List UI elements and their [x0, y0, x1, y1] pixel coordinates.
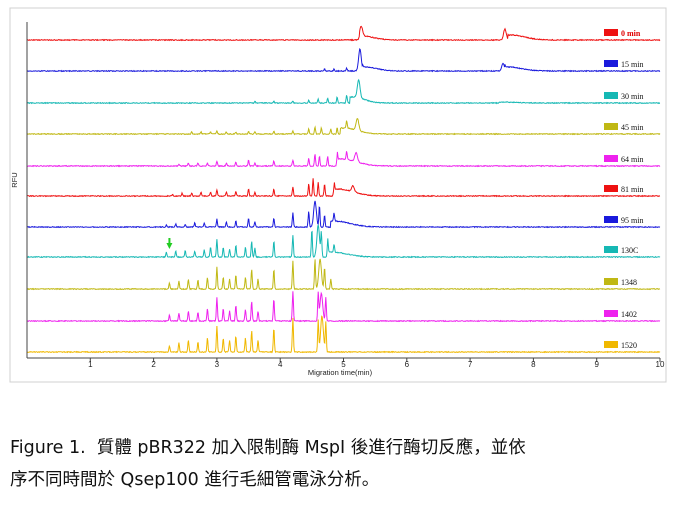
caption-line-2: 序不同時間於 Qsep100 進行毛細管電泳分析。 [10, 470, 380, 490]
x-tick-label: 4 [278, 360, 283, 369]
legend-swatch [604, 60, 618, 67]
legend-label: 1520 [621, 341, 637, 350]
x-tick-label: 3 [215, 360, 220, 369]
legend-label: 1348 [621, 278, 637, 287]
trace-line [26, 258, 661, 291]
legend-swatch [604, 310, 618, 317]
trace-line [26, 151, 661, 168]
x-tick-label: 7 [468, 360, 473, 369]
annotations-group [166, 238, 173, 249]
legend-label: 64 min [621, 155, 643, 164]
annotation-arrow [166, 238, 173, 249]
x-tick-label: 9 [594, 360, 599, 369]
figure-caption: Figure 1. 質體 pBR322 加入限制酶 MspI 後進行酶切反應，並… [10, 432, 670, 496]
caption-line-1: Figure 1. 質體 pBR322 加入限制酶 MspI 後進行酶切反應，並… [10, 438, 526, 458]
trace-line [27, 224, 661, 259]
legend-swatch [604, 92, 618, 99]
trace-line [26, 315, 661, 354]
x-ticks-group: 1 2 3 4 5 6 7 8 9 10 [88, 358, 665, 369]
x-tick-label: 6 [405, 360, 410, 369]
legend-swatch [604, 155, 618, 162]
legend-label: 81 min [621, 185, 643, 194]
legend-swatch [604, 278, 618, 285]
legend-label: 30 min [621, 92, 643, 101]
traces-group [26, 25, 661, 354]
trace-line [26, 47, 661, 73]
x-tick-label: 10 [656, 360, 665, 369]
trace-line [26, 200, 661, 229]
x-axis-title: Migration time(min) [308, 368, 373, 377]
legend-swatch [604, 246, 618, 253]
legend-label: 45 min [621, 123, 643, 132]
legend-swatch [604, 216, 618, 223]
trace-line [26, 291, 661, 323]
legend-label: 95 min [621, 216, 643, 225]
legend-swatch [604, 123, 618, 130]
legend-swatch [604, 185, 618, 192]
legend-label: 1402 [621, 310, 637, 319]
trace-line [26, 178, 661, 198]
legend-swatch [604, 29, 618, 36]
legend-label: 0 min [621, 29, 641, 38]
plot-frame [9, 7, 667, 383]
trace-line [26, 78, 661, 105]
x-tick-label: 5 [341, 360, 346, 369]
legend-label: 15 min [621, 60, 643, 69]
legend-swatch [604, 341, 618, 348]
x-tick-label: 8 [531, 360, 536, 369]
electropherogram-chart: 1 2 3 4 5 6 7 8 9 10 Migration time(min) RFU 0 mi… [9, 7, 667, 383]
y-axis-title: RFU [10, 172, 19, 187]
x-tick-label: 2 [151, 360, 156, 369]
trace-line [26, 25, 661, 42]
legend-group: 0 min 15 min 30 min 45 min 64 min 81 min 95 mi… [604, 29, 643, 350]
trace-line [27, 117, 661, 136]
legend-label: 130C [621, 246, 638, 255]
x-tick-label: 1 [88, 360, 93, 369]
